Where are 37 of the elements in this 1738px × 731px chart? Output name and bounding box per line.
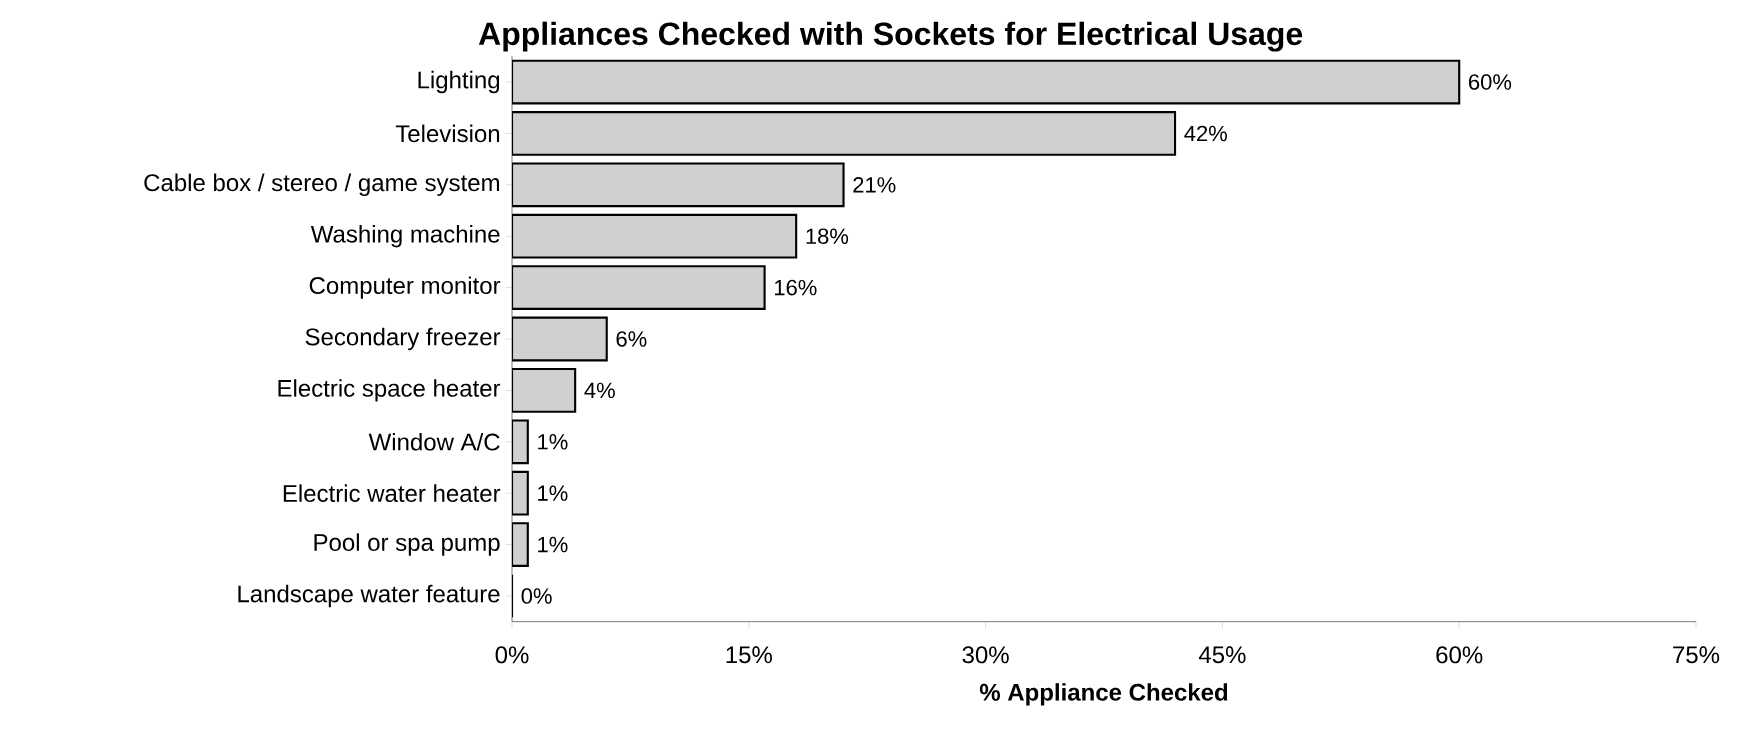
chart-title: Appliances Checked with Sockets for Electrical Usage — [478, 21, 1303, 52]
y-tick-label: Electric water heater — [283, 484, 501, 502]
x-tick-label: 75% — [1673, 646, 1720, 664]
bar — [512, 367, 577, 413]
bar — [512, 213, 798, 259]
x-tick-label: 0% — [495, 646, 529, 664]
x-tick-label: 30% — [962, 646, 1009, 664]
data-label: 21% — [853, 177, 896, 193]
data-label: 16% — [774, 279, 817, 296]
y-tick-label: Pool or spa pump — [314, 533, 500, 556]
data-label: 4% — [584, 382, 615, 399]
data-label: 1% — [538, 434, 568, 450]
x-axis-title: % Appliance Checked — [979, 683, 1228, 706]
y-tick-label: Window A/C — [368, 432, 500, 451]
x-tick-label: 60% — [1436, 646, 1483, 664]
data-label: 60% — [1469, 74, 1512, 90]
y-tick-label: Electric space heater — [278, 379, 501, 402]
data-label: 0% — [521, 588, 552, 604]
data-label: 6% — [616, 331, 647, 347]
data-label: 1% — [538, 485, 568, 501]
bar — [512, 59, 1461, 105]
y-tick-label: Landscape water feature — [238, 584, 500, 608]
y-tick-label: Secondary freezer — [305, 327, 501, 351]
y-tick-label: Lighting — [418, 70, 500, 94]
x-tick-label: 45% — [1198, 646, 1246, 664]
bar — [512, 111, 1177, 156]
y-tick-label: Washing machine — [310, 225, 500, 248]
bar — [512, 162, 845, 208]
data-label: 18% — [806, 228, 849, 244]
y-tick-label: Cable box / stereo / game system — [144, 173, 500, 196]
y-tick-label: Television — [395, 124, 500, 143]
data-label: 1% — [538, 536, 568, 553]
x-tick-label: 15% — [726, 646, 772, 664]
bar — [512, 316, 608, 362]
data-label: 42% — [1184, 125, 1227, 142]
bar — [512, 265, 766, 311]
y-tick-label: Computer monitor — [309, 276, 501, 299]
